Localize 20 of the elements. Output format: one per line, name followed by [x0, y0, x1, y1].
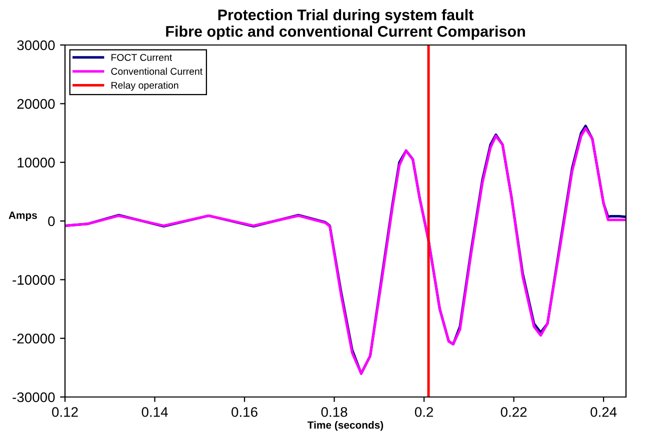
x-tick-label: 0.22	[500, 407, 527, 417]
y-tick-label: 20000	[17, 99, 55, 109]
y-tick-label: 30000	[17, 40, 55, 50]
y-tick-label: -20000	[12, 334, 55, 344]
y-tick-label: 10000	[18, 158, 55, 168]
x-tick-label: 0.16	[232, 407, 258, 417]
x-tick-label: 0.18	[321, 407, 348, 417]
x-tick-label: 0.2	[414, 407, 433, 417]
x-tick-label: 0.24	[590, 407, 617, 417]
legend-label: FOCT Current	[111, 54, 172, 61]
legend-label: Conventional Current	[111, 68, 202, 75]
y-tick-label: -10000	[12, 275, 55, 285]
y-axis-title: Amps	[8, 212, 37, 221]
legend-label: Relay operation	[111, 82, 178, 91]
x-tick-label: 0.14	[142, 407, 168, 417]
x-tick-label: 0.12	[52, 407, 78, 417]
x-axis-title: Time (seconds)	[308, 421, 384, 431]
chart-title: Protection Trial during system fault Fibre optic and conventional Current Comparison	[166, 9, 525, 40]
y-tick-label: 0	[48, 216, 55, 226]
y-tick-label: -30000	[12, 392, 55, 402]
